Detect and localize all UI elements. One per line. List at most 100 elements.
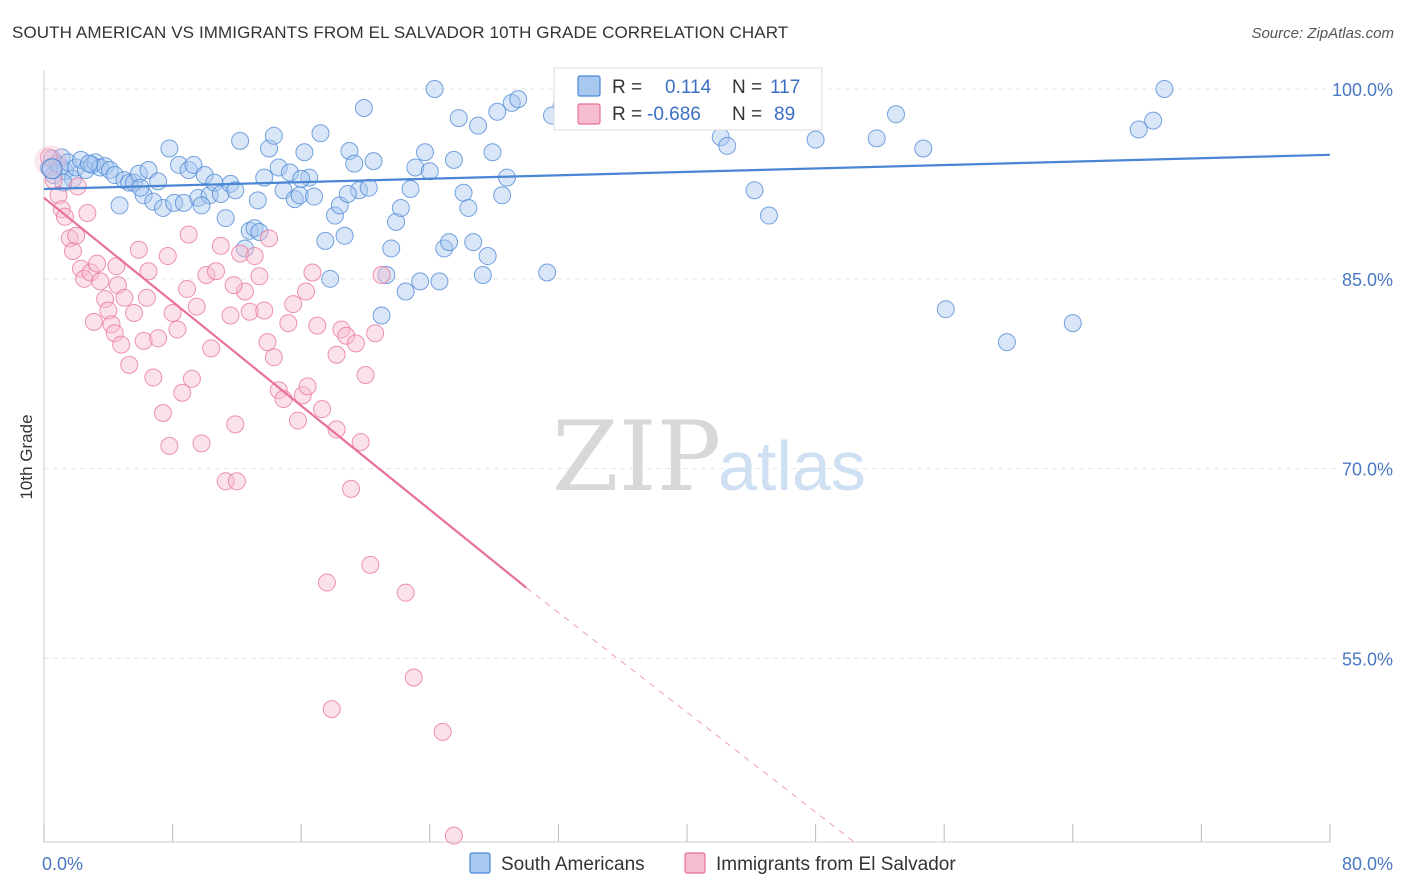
point-el-salvador — [153, 403, 172, 422]
point-el-salvador — [250, 267, 269, 286]
point-el-salvador — [115, 288, 134, 307]
point-south-americans — [216, 209, 235, 228]
point-south-americans — [192, 196, 211, 215]
point-el-salvador — [120, 355, 139, 374]
point-south-americans — [493, 186, 512, 205]
point-south-americans — [1155, 79, 1174, 98]
point-el-salvador — [327, 345, 346, 364]
point-south-americans — [105, 166, 124, 185]
point-south-americans — [195, 166, 214, 185]
stats-blue-n-value: 117 — [770, 77, 800, 98]
point-south-americans — [235, 239, 254, 258]
point-south-americans — [997, 333, 1016, 352]
point-south-americans — [321, 269, 340, 288]
point-el-salvador — [49, 186, 68, 205]
point-south-americans — [292, 169, 311, 188]
point-el-salvador — [173, 383, 192, 402]
point-el-salvador — [342, 479, 361, 498]
point-south-americans — [459, 198, 478, 217]
point-el-salvador — [322, 700, 341, 719]
point-el-salvador — [361, 555, 380, 574]
point-el-salvador — [112, 335, 131, 354]
point-south-americans — [316, 231, 335, 250]
point-el-salvador — [260, 229, 279, 248]
point-south-americans — [226, 181, 245, 200]
point-south-americans — [144, 192, 163, 211]
point-south-americans — [488, 102, 507, 121]
point-south-americans — [391, 198, 410, 217]
point-el-salvador — [258, 333, 277, 352]
point-south-americans — [473, 266, 492, 285]
point-south-americans — [435, 239, 454, 258]
point-south-americans — [354, 98, 373, 117]
point-south-americans — [914, 139, 933, 158]
point-el-salvador — [84, 312, 103, 331]
trend-el-salvador-extension — [525, 587, 855, 843]
point-south-americans — [396, 282, 415, 301]
point-south-americans — [100, 160, 119, 179]
point-south-americans — [160, 139, 179, 158]
point-el-salvador — [197, 266, 216, 285]
point-el-salvador — [240, 302, 259, 321]
point-south-americans — [430, 272, 449, 291]
point-south-americans — [184, 155, 203, 174]
legend: South Americans Immigrants from El Salva… — [469, 852, 956, 875]
gridlines — [44, 88, 1340, 659]
point-el-salvador — [356, 366, 375, 385]
point-south-americans — [269, 158, 288, 177]
x-tick-label: 0.0% — [42, 854, 83, 874]
point-south-americans — [264, 126, 283, 145]
point-el-salvador — [91, 272, 110, 291]
point-el-salvador — [227, 472, 246, 491]
point-el-salvador — [327, 420, 346, 439]
point-el-salvador — [187, 297, 206, 316]
point-south-americans — [444, 150, 463, 169]
point-south-americans — [1063, 314, 1082, 333]
point-south-americans — [382, 239, 401, 258]
point-el-salvador — [149, 329, 168, 348]
y-axis-label: 10th Grade — [17, 414, 36, 499]
point-south-americans — [240, 221, 259, 240]
point-south-americans — [174, 193, 193, 212]
point-el-salvador — [351, 433, 370, 452]
point-south-americans — [538, 263, 557, 282]
point-el-salvador — [144, 368, 163, 387]
point-el-salvador — [298, 377, 317, 396]
point-south-americans — [936, 300, 955, 319]
point-south-americans — [454, 183, 473, 202]
point-south-americans — [469, 116, 488, 135]
point-el-salvador — [88, 254, 107, 273]
point-south-americans — [179, 160, 198, 179]
point-south-americans — [745, 181, 764, 200]
point-el-salvador — [192, 434, 211, 453]
point-el-salvador — [297, 282, 316, 301]
stats-box: R = 0.114 N = 117 R = -0.686 N = 89 — [553, 67, 823, 131]
stats-pink-n-label: N = — [732, 104, 762, 125]
point-el-salvador — [99, 301, 118, 320]
chart-source: Source: ZipAtlas.com — [1251, 25, 1394, 42]
point-south-americans — [415, 143, 434, 162]
point-el-salvador — [317, 573, 336, 592]
point-south-americans — [867, 129, 886, 148]
point-south-americans — [406, 158, 425, 177]
point-el-salvador — [105, 324, 124, 343]
point-el-salvador — [444, 826, 463, 845]
trend-south-americans — [43, 153, 1331, 191]
point-el-salvador — [75, 269, 94, 288]
point-south-americans — [359, 178, 378, 197]
point-el-salvador — [202, 339, 221, 358]
stats-swatch-pink — [577, 103, 601, 125]
point-el-salvador — [303, 263, 322, 282]
watermark-zip: ZIP — [552, 401, 721, 513]
stats-blue-n-label: N = — [732, 77, 762, 98]
legend-label-south-americans: South Americans — [501, 854, 645, 875]
point-el-salvador — [332, 320, 351, 339]
point-south-americans — [131, 178, 150, 197]
point-el-salvador — [224, 276, 243, 295]
point-south-americans — [149, 172, 168, 191]
point-south-americans — [345, 154, 364, 173]
point-el-salvador — [158, 247, 177, 266]
point-el-salvador — [308, 316, 327, 335]
point-south-americans — [165, 193, 184, 212]
